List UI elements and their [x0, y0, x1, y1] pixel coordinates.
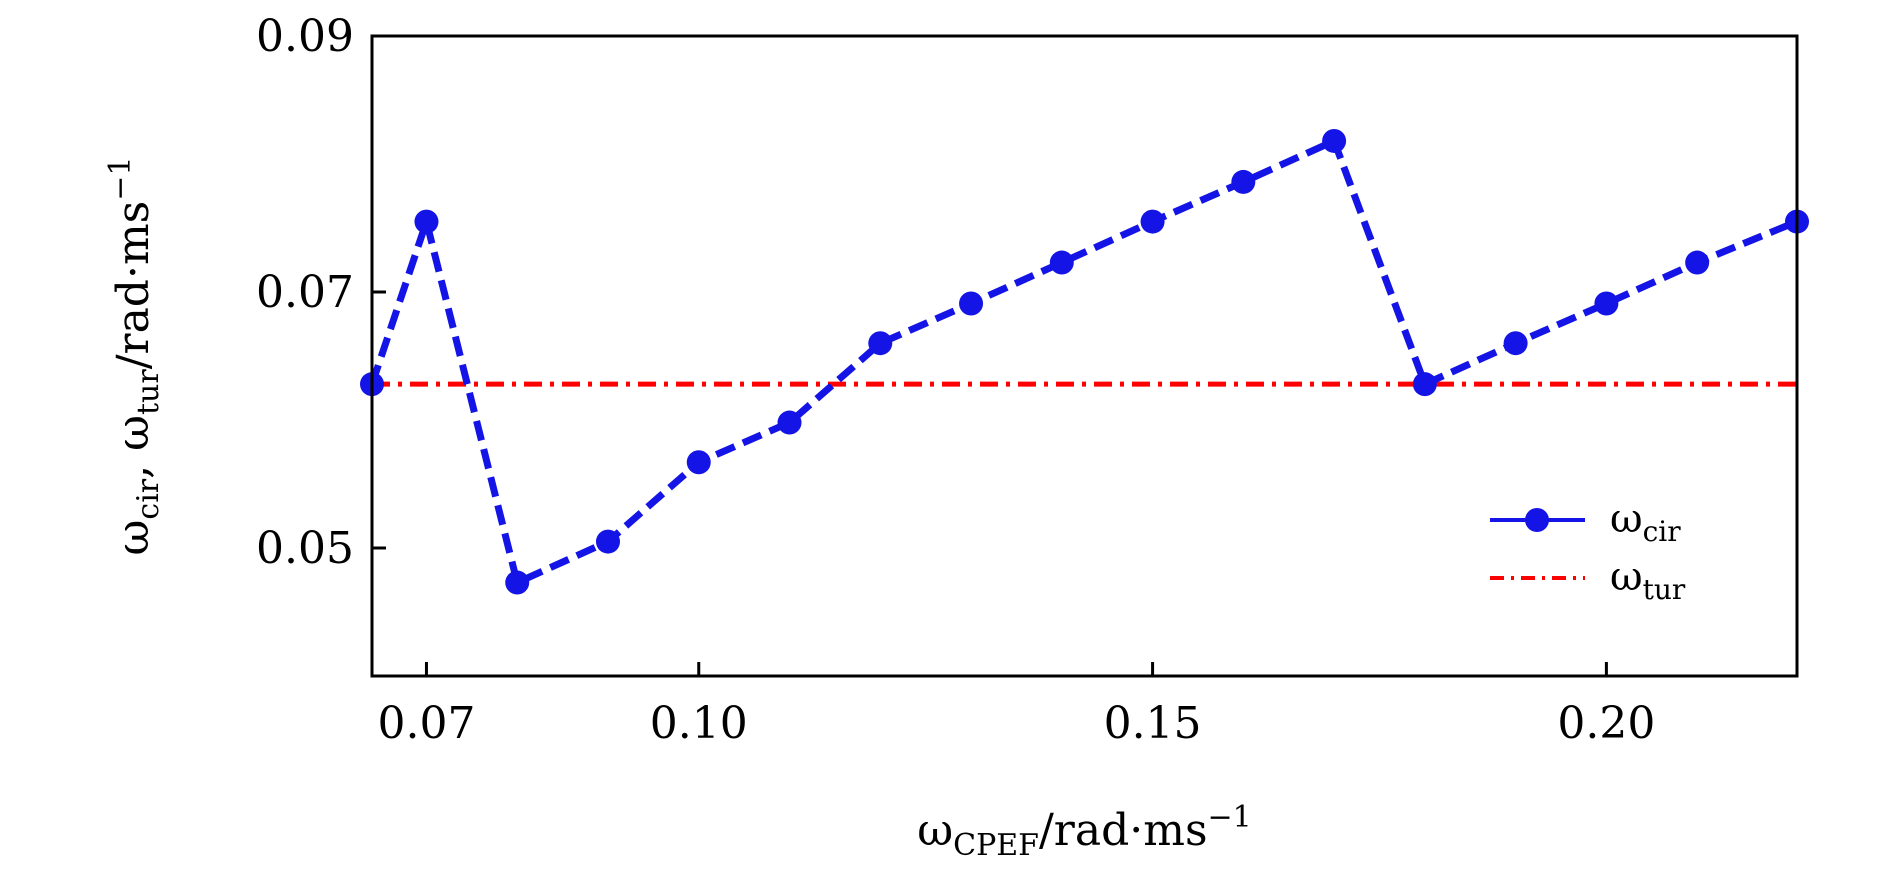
x-tick-label: 0.07 [377, 698, 475, 749]
data-point-omega-cir [1322, 128, 1347, 153]
data-point-omega-cir [414, 209, 439, 234]
x-tick-label: 0.20 [1557, 698, 1655, 749]
series-line-omega-cir [368, 137, 1799, 587]
y-tick-label: 0.05 [256, 523, 354, 574]
data-point-omega-cir [1412, 372, 1437, 397]
data-point-omega-cir [595, 529, 620, 554]
legend-label-omega-tur: ωtur [1610, 554, 1686, 606]
data-point-omega-cir [868, 331, 893, 356]
legend-label-omega-cir: ωcir [1610, 496, 1681, 548]
x-tick-label: 0.15 [1104, 698, 1202, 749]
data-point-omega-cir [1049, 250, 1074, 275]
y-tick-label: 0.09 [256, 11, 354, 62]
data-point-omega-cir [505, 570, 530, 595]
legend-marker-omega-cir [1525, 508, 1549, 532]
data-point-omega-cir [1503, 331, 1528, 356]
data-point-omega-cir [686, 450, 711, 475]
data-point-omega-cir [1140, 209, 1165, 234]
data-point-omega-cir [1594, 291, 1619, 316]
data-point-omega-cir [1685, 250, 1710, 275]
data-point-omega-cir [959, 291, 984, 316]
x-tick-label: 0.10 [650, 698, 748, 749]
plot-area [360, 128, 1809, 595]
axis-ticks: 0.07 0.10 0.15 0.20 0.05 0.07 0.09 [256, 11, 1655, 749]
y-axis-title: ωcir, ωtur/rad·ms−1 [103, 157, 166, 556]
y-tick-label: 0.07 [256, 267, 354, 318]
x-axis-title: ωCPEF/rad·ms−1 [917, 800, 1252, 863]
plot-frame [370, 34, 1799, 678]
legend: ωcir ωtur [1490, 496, 1686, 606]
data-point-omega-cir [1231, 169, 1256, 194]
data-point-omega-cir [777, 410, 802, 435]
